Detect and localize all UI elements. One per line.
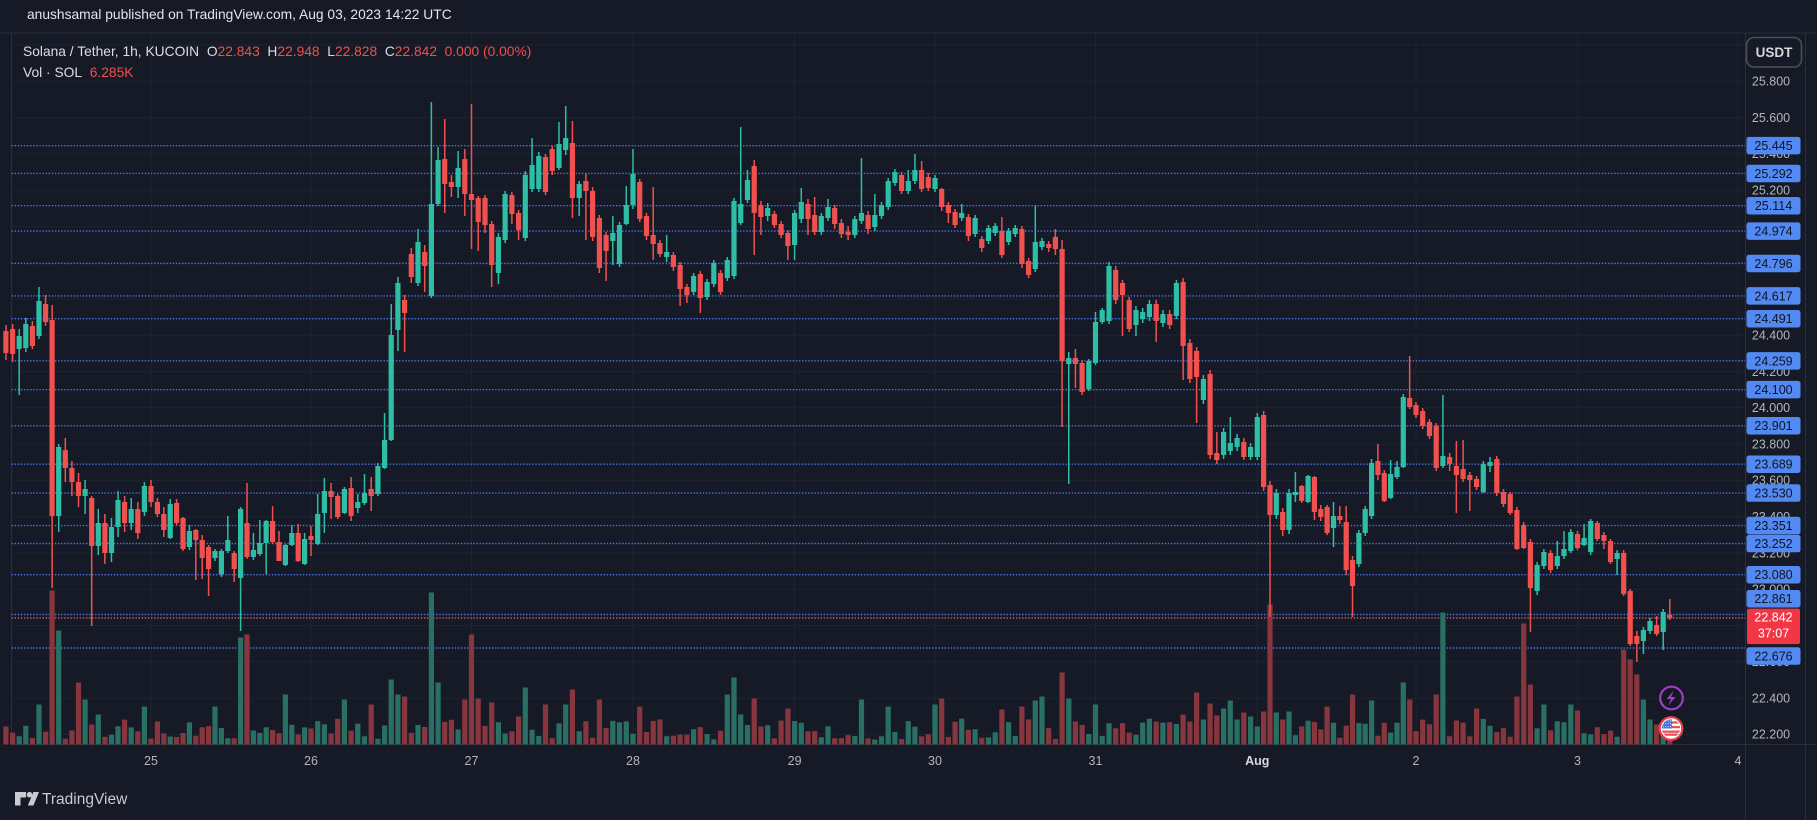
svg-text:24.491: 24.491 bbox=[1754, 312, 1792, 326]
svg-text:anushsamal published on Tradin: anushsamal published on TradingView.com,… bbox=[27, 7, 452, 22]
svg-text:Aug: Aug bbox=[1245, 754, 1269, 768]
svg-text:31: 31 bbox=[1089, 754, 1103, 768]
svg-text:22.676: 22.676 bbox=[1754, 650, 1792, 664]
svg-text:23.901: 23.901 bbox=[1754, 419, 1792, 433]
svg-text:24.617: 24.617 bbox=[1754, 289, 1792, 303]
svg-text:Vol · SOL 6.285K: Vol · SOL 6.285K bbox=[23, 65, 134, 80]
svg-text:USDT: USDT bbox=[1756, 45, 1794, 60]
svg-text:30: 30 bbox=[928, 754, 942, 768]
svg-text:25.114: 25.114 bbox=[1755, 199, 1792, 213]
svg-text:24.000: 24.000 bbox=[1752, 401, 1790, 415]
svg-text:24.796: 24.796 bbox=[1754, 257, 1792, 271]
svg-text:23.689: 23.689 bbox=[1754, 458, 1792, 472]
svg-text:27: 27 bbox=[465, 754, 479, 768]
svg-text:22.842: 22.842 bbox=[1754, 610, 1792, 624]
svg-text:22.200: 22.200 bbox=[1752, 728, 1790, 742]
svg-text:24.400: 24.400 bbox=[1752, 329, 1790, 343]
svg-text:4: 4 bbox=[1735, 754, 1742, 768]
svg-text:23.800: 23.800 bbox=[1752, 437, 1790, 451]
svg-text:2: 2 bbox=[1413, 754, 1420, 768]
svg-text:25: 25 bbox=[144, 754, 158, 768]
svg-text:23.530: 23.530 bbox=[1754, 487, 1792, 501]
svg-text:26: 26 bbox=[304, 754, 318, 768]
svg-text:23.600: 23.600 bbox=[1752, 474, 1790, 488]
svg-text:24.974: 24.974 bbox=[1754, 225, 1792, 239]
svg-text:23.252: 23.252 bbox=[1754, 537, 1792, 551]
svg-text:Solana / Tether, 1h, KUCOIN O: Solana / Tether, 1h, KUCOIN O22.843 H22.… bbox=[23, 44, 531, 59]
svg-text:25.292: 25.292 bbox=[1754, 167, 1792, 181]
svg-text:24.259: 24.259 bbox=[1754, 354, 1792, 368]
svg-text:28: 28 bbox=[626, 754, 640, 768]
svg-text:25.800: 25.800 bbox=[1752, 75, 1790, 89]
svg-text:22.400: 22.400 bbox=[1752, 691, 1790, 705]
svg-text:29: 29 bbox=[788, 754, 802, 768]
svg-text:TradingView: TradingView bbox=[42, 791, 128, 808]
svg-text:25.200: 25.200 bbox=[1752, 183, 1790, 197]
svg-text:23.080: 23.080 bbox=[1754, 568, 1792, 582]
svg-text:37:07: 37:07 bbox=[1758, 626, 1789, 640]
svg-text:23.351: 23.351 bbox=[1754, 519, 1792, 533]
svg-text:25.445: 25.445 bbox=[1754, 139, 1792, 153]
svg-text:3: 3 bbox=[1574, 754, 1581, 768]
svg-text:25.600: 25.600 bbox=[1752, 111, 1790, 125]
svg-text:24.100: 24.100 bbox=[1754, 383, 1792, 397]
svg-text:22.861: 22.861 bbox=[1754, 592, 1792, 606]
